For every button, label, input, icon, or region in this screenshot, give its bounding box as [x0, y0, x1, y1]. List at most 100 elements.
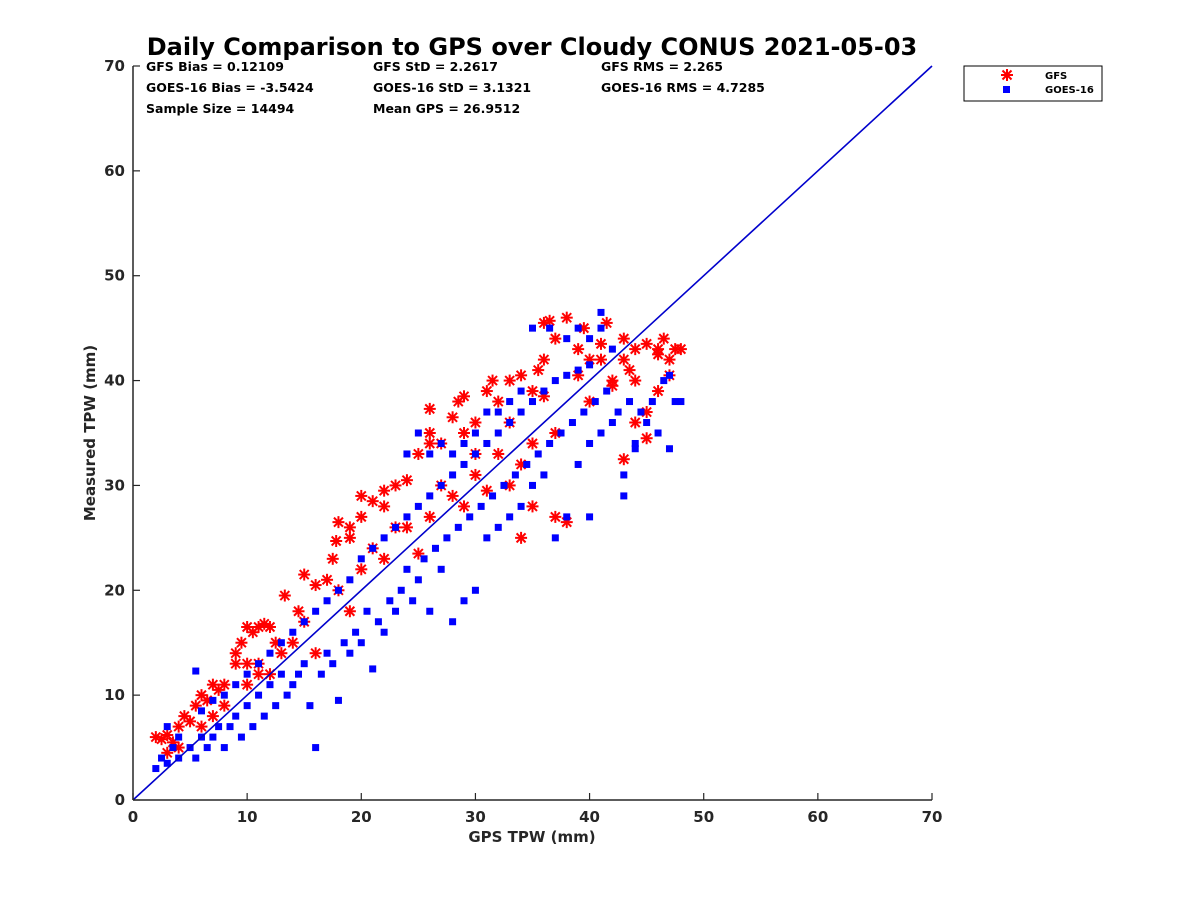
goes16-point	[517, 502, 525, 510]
gfs-point	[161, 728, 174, 741]
gfs-point	[617, 353, 630, 366]
y-tick-label: 30	[104, 476, 125, 494]
gfs-point	[246, 626, 259, 639]
goes16-point	[648, 398, 656, 406]
y-tick-label: 50	[104, 267, 125, 285]
stat-annotation: GOES-16 Bias = -3.5424	[146, 80, 314, 95]
goes16-point	[414, 576, 422, 584]
legend-gfs-label: GFS	[1045, 71, 1067, 82]
goes16-point	[614, 408, 622, 416]
goes16-point	[471, 586, 479, 594]
gfs-point	[343, 605, 356, 618]
gfs-point	[560, 311, 573, 324]
goes16-point	[563, 513, 571, 521]
goes16-point	[426, 450, 434, 458]
goes16-point	[460, 597, 468, 605]
goes16-point	[529, 481, 536, 489]
goes16-point	[483, 439, 491, 447]
goes16-point	[529, 398, 536, 406]
goes16-point	[603, 387, 611, 395]
gfs-point	[446, 411, 459, 424]
goes16-point	[317, 670, 325, 678]
goes16-point	[357, 555, 365, 563]
gfs-point	[298, 568, 311, 581]
legend-goes16-label: GOES-16	[1045, 85, 1094, 96]
x-tick-label: 0	[128, 808, 138, 826]
goes16-point	[346, 649, 354, 657]
goes16-point	[517, 387, 525, 395]
gfs-point	[652, 385, 665, 398]
legend-box	[963, 65, 1103, 102]
goes16-point	[283, 691, 291, 699]
goes16-point	[323, 597, 331, 605]
goes16-point	[220, 744, 228, 752]
gfs-point	[241, 678, 254, 691]
goes16-point	[249, 723, 257, 731]
gfs-point	[400, 521, 413, 534]
goes16-point	[380, 628, 388, 636]
goes16-point	[197, 707, 205, 715]
gfs-point	[366, 495, 379, 508]
gfs-point	[172, 720, 185, 733]
goes16-point	[449, 450, 457, 458]
goes16-point	[437, 439, 445, 447]
gfs-point	[343, 521, 356, 534]
gfs-point	[378, 500, 391, 513]
statistics-annotations: GFS Bias = 0.12109 GFS StD = 2.2617 GFS RM…	[146, 59, 765, 116]
gfs-point	[218, 678, 231, 691]
goes16-point	[620, 492, 628, 500]
goes16-point	[409, 597, 417, 605]
goes16-point	[574, 366, 582, 374]
series-gfs	[149, 311, 687, 759]
goes16-point	[454, 523, 462, 531]
gfs-point	[623, 364, 636, 377]
goes16-point	[312, 607, 320, 615]
goes16-point	[158, 754, 166, 762]
gfs-point	[309, 647, 322, 660]
gfs-point	[515, 369, 528, 382]
stat-annotation: GFS RMS = 2.265	[601, 59, 723, 74]
gfs-point	[286, 636, 299, 649]
gfs-point	[275, 647, 288, 660]
x-tick-label: 60	[807, 808, 828, 826]
gfs-point	[343, 531, 356, 544]
gfs-point	[309, 579, 322, 592]
x-tick-label: 70	[922, 808, 943, 826]
goes16-point	[523, 460, 531, 468]
goes16-point	[597, 429, 605, 437]
gfs-point	[446, 489, 459, 502]
goes16-point	[586, 439, 594, 447]
gfs-point	[486, 374, 499, 387]
goes16-point	[243, 670, 251, 678]
goes16-point	[232, 681, 240, 689]
x-tick-label: 50	[693, 808, 714, 826]
gfs-point	[263, 620, 276, 633]
gfs-point	[640, 337, 653, 350]
goes16-point	[660, 377, 668, 385]
gfs-point	[503, 374, 516, 387]
y-axis-label: Measured TPW (mm)	[81, 345, 99, 521]
goes16-point	[352, 628, 360, 636]
goes16-point	[397, 586, 405, 594]
goes16-point	[608, 419, 616, 427]
gfs-point	[389, 479, 402, 492]
stat-annotation: GFS Bias = 0.12109	[146, 59, 284, 74]
goes16-point	[437, 481, 445, 489]
gfs-point	[549, 332, 562, 345]
goes16-point	[215, 723, 223, 731]
stat-annotation: GFS StD = 2.2617	[373, 59, 498, 74]
gfs-point	[195, 720, 208, 733]
goes16-point	[266, 649, 274, 657]
gfs-point	[469, 468, 482, 481]
goes16-point	[597, 324, 605, 332]
gfs-point	[526, 500, 539, 513]
goes16-point	[369, 544, 377, 552]
goes16-point	[506, 419, 514, 427]
goes16-point	[203, 744, 211, 752]
goes16-point	[226, 723, 234, 731]
goes16-point	[232, 712, 240, 720]
goes16-point	[540, 387, 548, 395]
goes16-point	[551, 534, 559, 542]
goes16-point	[551, 377, 559, 385]
goes16-point	[403, 450, 411, 458]
